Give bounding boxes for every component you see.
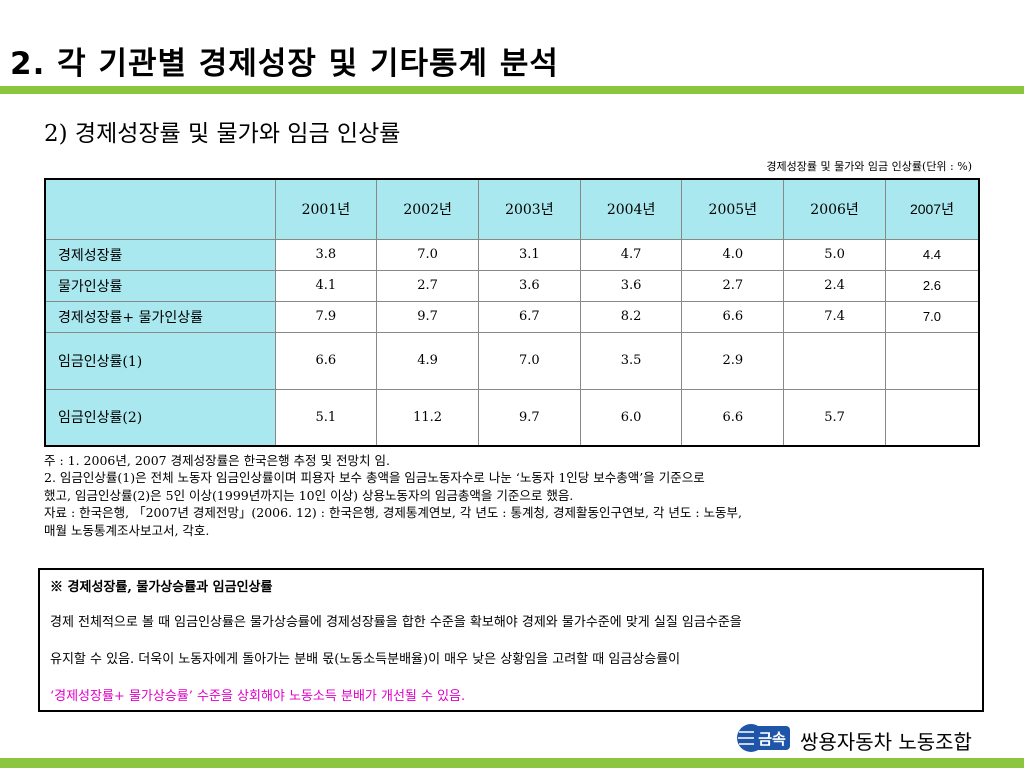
footnote-line: 자료 : 한국은행, 「2007년 경제전망」(2006. 12) : 한국은행… [44,505,742,521]
table-cell: 7.4 [783,300,886,333]
table-cell: 3.6 [477,269,581,302]
table-cell: 2.4 [783,269,886,302]
column-header-2005: 2005년 [681,178,785,240]
section-subtitle: 2) 경제성장률 및 물가와 임금 인상률 [44,121,401,147]
table-cell: 2.7 [681,269,785,302]
table-cell: 2.9 [681,331,785,390]
summary-box: ※ 경제성장률, 물가상승률과 임금인상률 경제 전체적으로 볼 때 임금인상률… [38,568,984,712]
footer-divider [0,758,1024,768]
table-cell: 3.8 [274,238,378,271]
summary-box-title: ※ 경제성장률, 물가상승률과 임금인상률 [50,580,273,595]
title-divider [0,86,1024,94]
table-cell: 2.7 [376,269,479,302]
statistics-table: 2001년 2002년 2003년 2004년 2005년 2006년 2007… [44,178,980,447]
footnote-line: 주 : 1. 2006년, 2007 경제성장률은 한국은행 추정 및 전망치 … [44,453,390,468]
column-header-2003: 2003년 [477,178,581,240]
table-cell: 6.6 [681,300,785,333]
table-cell: 9.7 [477,388,581,447]
table-row: 물가인상률 4.1 2.7 3.6 3.6 2.7 2.4 2.6 [44,269,980,302]
table-header-row: 2001년 2002년 2003년 2004년 2005년 2006년 2007… [44,178,980,240]
table-cell: 4.1 [274,269,378,302]
summary-highlight: ‘경제성장률+ 물가상승률’ 수준을 상회해야 노동소득 분배가 개선될 수 있… [50,689,466,704]
table-cell: 4.4 [884,238,980,271]
column-header-2002: 2002년 [376,178,479,240]
table-cell: 3.5 [579,331,683,390]
table-row: 임금인상률(2) 5.1 11.2 9.7 6.0 6.6 5.7 [44,388,980,447]
table-cell: 4.0 [681,238,785,271]
summary-line: 경제 전체적으로 볼 때 임금인상률은 물가상승률에 경제성장률을 합한 수준을… [50,615,742,630]
table-cell: 8.2 [579,300,683,333]
column-header-2007: 2007년 [884,178,980,240]
table-row: 경제성장률+ 물가인상률 7.9 9.7 6.7 8.2 6.6 7.4 7.0 [44,300,980,333]
row-label-wage-increase-1: 임금인상률(1) [44,331,276,390]
summary-line: 유지할 수 있음. 더욱이 노동자에게 돌아가는 분배 몫(노동소득분배율)이 … [50,652,681,667]
row-label-inflation: 물가인상률 [44,269,276,302]
table-row: 경제성장률 3.8 7.0 3.1 4.7 4.0 5.0 4.4 [44,238,980,271]
table-cell: 6.7 [477,300,581,333]
table-cell: 5.0 [783,238,886,271]
union-name: 쌍용자동차 노동조합 [800,730,972,754]
table-cell: 6.6 [274,331,378,390]
table-cell: 3.6 [579,269,683,302]
table-cell: 3.1 [477,238,581,271]
logo-badge [754,726,790,750]
column-header-2006: 2006년 [783,178,886,240]
footnote-line: 매월 노동통계조사보고서, 각호. [44,522,210,538]
table-cell: 5.1 [274,388,378,447]
table-cell: 9.7 [376,300,479,333]
table-corner-cell [44,178,276,240]
footnote-line: 2. 임금인상률(1)은 전체 노동자 임금인상률이며 피용자 보수 총액을 임… [44,470,705,486]
page-title: 2. 각 기관별 경제성장 및 기타통계 분석 [10,46,559,82]
table-cell: 2.6 [884,269,980,302]
footnote-line: 했고, 임금인상률(2)은 5인 이상(1999년까지는 10인 이상) 상용노… [44,487,574,503]
unit-note: 경제성장률 및 물가와 임금 인상률(단위 : %) [766,160,972,173]
column-header-2001: 2001년 [274,178,378,240]
table-cell: 7.0 [477,331,581,390]
table-cell: 6.6 [681,388,785,447]
table-cell: 4.9 [376,331,479,390]
logo-text: 금속 [758,730,786,748]
table-cell: 5.7 [783,388,886,447]
row-label-growth-plus-inflation: 경제성장률+ 물가인상률 [44,300,276,333]
table-row: 임금인상률(1) 6.6 4.9 7.0 3.5 2.9 [44,331,980,390]
table-cell: 7.9 [274,300,378,333]
table-cell: 11.2 [376,388,479,447]
table-cell [884,388,980,447]
table-cell: 4.7 [579,238,683,271]
table-cell: 6.0 [579,388,683,447]
table-cell: 7.0 [376,238,479,271]
table-footnotes: 주 : 1. 2006년, 2007 경제성장률은 한국은행 추정 및 전망치 … [44,452,979,539]
table-cell [884,331,980,390]
column-header-2004: 2004년 [579,178,683,240]
row-label-wage-increase-2: 임금인상률(2) [44,388,276,447]
table-cell: 7.0 [884,300,980,333]
row-label-growth: 경제성장률 [44,238,276,271]
table-cell [783,331,886,390]
union-logo-icon: 금속 [737,724,790,752]
